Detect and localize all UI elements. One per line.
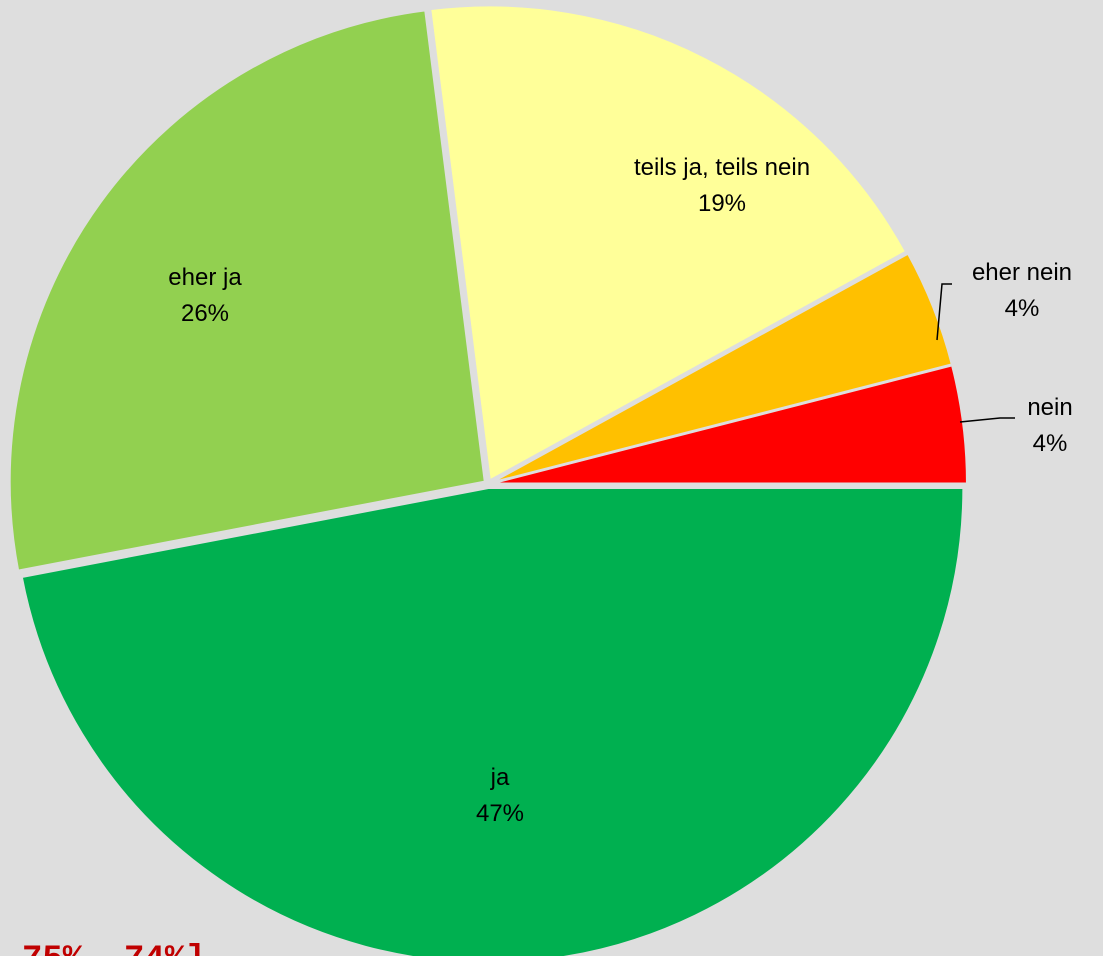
slice-label: eher ja	[168, 264, 242, 291]
leader-line	[936, 283, 952, 341]
slice-label: teils ja, teils nein	[634, 154, 810, 181]
pie-slice	[491, 364, 968, 485]
pie-slice	[20, 486, 965, 956]
slice-label: ja	[490, 764, 510, 791]
slice-value-label: 19%	[698, 190, 746, 217]
pie-slice	[8, 9, 486, 572]
annotation: 75%, 74%]	[22, 941, 206, 956]
pie-slice	[429, 4, 908, 483]
slice-label: nein	[1027, 394, 1072, 421]
slice-label: eher nein	[972, 259, 1072, 286]
pie-slice	[491, 252, 954, 484]
leader-line	[959, 417, 1015, 423]
slice-value-label: 4%	[1005, 295, 1040, 322]
slice-value-label: 47%	[476, 800, 524, 827]
slice-value-label: 26%	[181, 300, 229, 327]
slice-value-label: 4%	[1033, 430, 1068, 457]
